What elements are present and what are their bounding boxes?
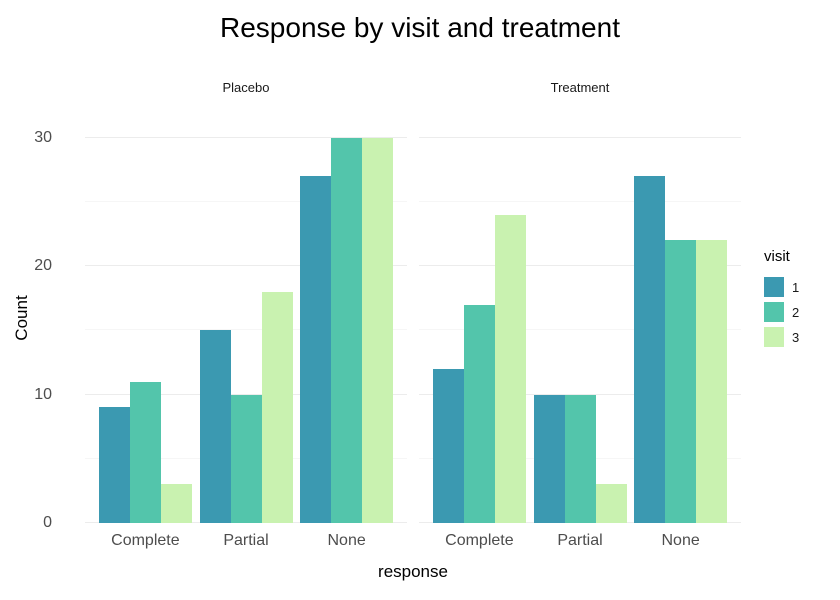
legend-swatch	[764, 302, 784, 322]
y-tick-label: 10	[34, 385, 52, 403]
legend-label: 1	[792, 279, 800, 295]
bar-visit-3	[696, 240, 728, 523]
facet-label: Treatment	[550, 80, 610, 95]
bar-visit-1	[98, 407, 130, 523]
legend-swatch	[764, 277, 784, 297]
bar-visit-1	[634, 176, 666, 523]
legend-title: visit	[764, 248, 790, 265]
bar-visit-1	[199, 330, 231, 523]
bar-visit-2	[129, 381, 161, 523]
bar-visit-1	[300, 176, 332, 523]
y-tick-label: 0	[43, 514, 52, 531]
minor-gridline	[419, 200, 741, 202]
x-tick-label: None	[661, 532, 700, 549]
legend-swatch	[764, 327, 784, 347]
x-tick-label: Complete	[111, 532, 180, 549]
legend-entry: 3	[764, 327, 799, 347]
x-tick-label: Partial	[223, 532, 269, 549]
legend: visit 1 2 3	[764, 248, 799, 352]
minor-gridline	[419, 329, 741, 331]
bar-visit-2	[564, 394, 596, 523]
bar-visit-1	[432, 368, 464, 523]
major-gridline	[85, 265, 407, 267]
bar-visit-2	[331, 137, 363, 523]
facet-panel	[419, 112, 741, 523]
major-gridline	[85, 136, 407, 138]
x-tick-label: None	[327, 532, 366, 549]
major-gridline	[419, 393, 741, 395]
facet-panel	[85, 112, 407, 523]
bar-visit-3	[160, 484, 192, 523]
x-axis-title: response	[378, 562, 448, 581]
legend-entries: 1 2 3	[764, 277, 799, 347]
bar-visit-3	[261, 291, 293, 523]
bar-visit-3	[494, 214, 526, 523]
bar-visit-3	[362, 137, 394, 523]
major-gridline	[419, 136, 741, 138]
bar-visit-3	[595, 484, 627, 523]
legend-label: 2	[792, 304, 800, 320]
y-axis-title: Count	[12, 295, 31, 341]
major-gridline	[85, 393, 407, 395]
facet-label: Placebo	[222, 80, 270, 95]
minor-gridline	[85, 329, 407, 331]
x-tick-label: Complete	[445, 532, 514, 549]
bar-visit-1	[533, 394, 565, 523]
bar-visit-2	[230, 394, 262, 523]
legend-entry: 1	[764, 277, 799, 297]
y-tick-label: 30	[34, 128, 52, 146]
bar-visit-2	[463, 304, 495, 523]
minor-gridline	[85, 200, 407, 202]
bar-visit-2	[665, 240, 697, 523]
x-tick-label: Partial	[557, 532, 603, 549]
legend-label: 3	[792, 329, 800, 345]
legend-entry: 2	[764, 302, 799, 322]
major-gridline	[419, 265, 741, 267]
chart-title: Response by visit and treatment	[220, 12, 620, 43]
y-tick-label: 20	[34, 257, 52, 275]
